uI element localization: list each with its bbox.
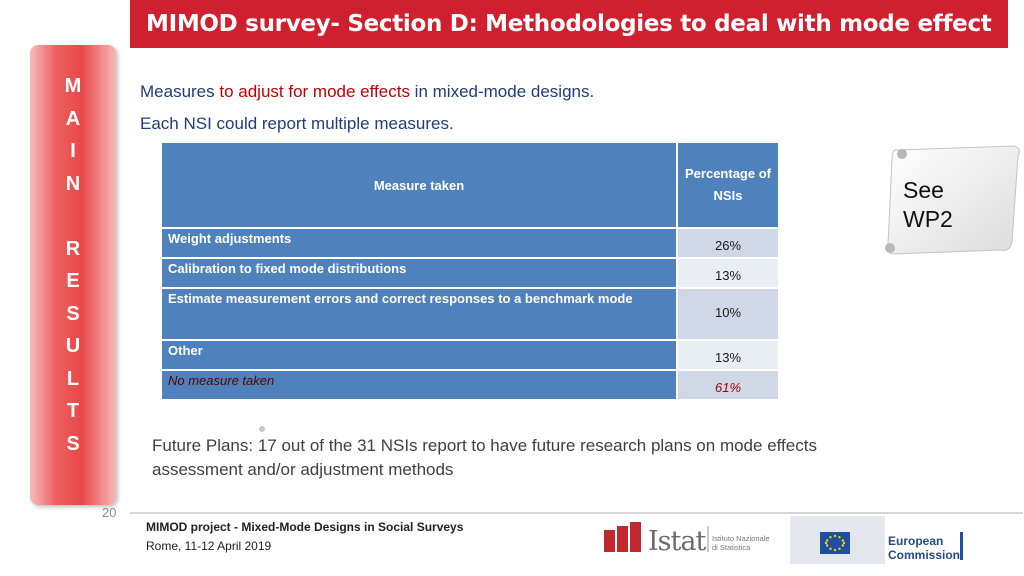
footer-location-date: Rome, 11-12 April 2019 — [146, 539, 272, 553]
table-row: No measure taken 61% — [160, 369, 780, 401]
percentage-cell: 10% — [676, 287, 780, 341]
istat-subtitle-line-1: Istituto Nazionale — [712, 534, 770, 543]
intro-text-b: in mixed-mode designs. — [409, 82, 595, 101]
percentage-cell: 13% — [676, 339, 780, 371]
main-results-tab — [30, 45, 116, 505]
side-letter: R — [65, 237, 81, 260]
percentage-cell: 13% — [676, 257, 780, 289]
side-letter: M — [64, 75, 82, 97]
see-wp2-note: See WP2 — [903, 176, 953, 234]
table-row: Estimate measurement errors and correct … — [160, 287, 780, 341]
side-letter-spacer — [30, 200, 116, 233]
intro-text-a: Measures — [140, 82, 220, 101]
istat-logo-icon — [604, 522, 709, 552]
table-row: Calibration to fixed mode distributions … — [160, 257, 780, 289]
measure-cell: No measure taken — [160, 369, 678, 401]
side-letter: S — [66, 432, 80, 455]
percentage-cell: 26% — [676, 227, 780, 259]
measure-cell: Weight adjustments — [160, 227, 678, 259]
measures-table: Measure taken Percentage of NSIs Weight … — [160, 141, 780, 401]
column-header-measure: Measure taken — [160, 141, 678, 229]
note-line-2: WP2 — [903, 206, 953, 232]
ec-line-2: Commission — [888, 548, 961, 562]
future-plans-text: Future Plans: 17 out of the 31 NSIs repo… — [152, 436, 817, 479]
table-row: Weight adjustments 26% — [160, 227, 780, 259]
measure-cell: Other — [160, 339, 678, 371]
footer-divider — [130, 512, 1023, 514]
ec-line-1: European — [888, 534, 944, 548]
page-title: MIMOD survey- Section D: Methodologies t… — [146, 11, 992, 37]
table-row: Other 13% — [160, 339, 780, 371]
decorative-dot — [259, 426, 265, 432]
side-letter: S — [66, 302, 80, 325]
percentage-cell: 61% — [676, 369, 780, 401]
side-letter: L — [66, 367, 80, 390]
title-bar: MIMOD survey- Section D: Methodologies t… — [130, 0, 1008, 48]
page-number: 20 — [102, 505, 117, 520]
measure-cell: Calibration to fixed mode distributions — [160, 257, 678, 289]
measure-cell: Estimate measurement errors and correct … — [160, 287, 678, 341]
intro-line-2: Each NSI could report multiple measures. — [140, 114, 454, 133]
istat-logo-text: Istat — [648, 526, 706, 557]
column-header-percentage-text: Percentage of NSIs — [685, 166, 771, 203]
side-letter: N — [65, 172, 81, 195]
scroll-note-shape — [885, 145, 1020, 255]
table-header-row: Measure taken Percentage of NSIs — [160, 141, 780, 229]
side-letter: A — [65, 107, 81, 130]
european-commission-logo-icon — [790, 516, 963, 564]
main-results-label: M A I N R E S U L T S — [30, 70, 116, 460]
istat-subtitle-line-2: di Statistica — [712, 543, 751, 552]
istat-subtitle: Istituto Nazionale di Statistica — [712, 534, 770, 552]
intro-highlight: to adjust for mode effects — [219, 82, 410, 101]
side-letter: E — [66, 270, 80, 292]
side-letter: T — [66, 400, 80, 422]
footer-project: MIMOD project - Mixed-Mode Designs in So… — [146, 520, 464, 534]
side-letter: U — [65, 335, 81, 357]
column-header-percentage: Percentage of NSIs — [676, 141, 780, 229]
european-commission-text: European Commission — [888, 534, 960, 562]
note-line-1: See — [903, 177, 944, 203]
side-letter: I — [70, 140, 76, 162]
intro-line-1: Measures to adjust for mode effects in m… — [140, 82, 594, 102]
